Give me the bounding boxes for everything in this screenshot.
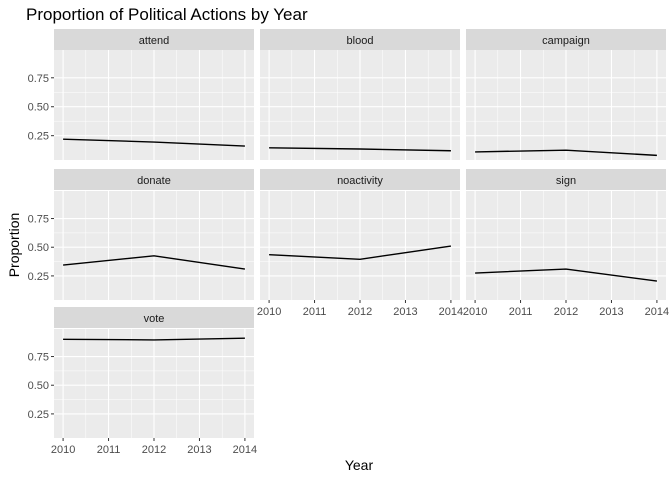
x-tick-label: 2013 xyxy=(393,306,417,318)
x-tick-label: 2014 xyxy=(645,306,669,318)
strip-background xyxy=(54,307,254,328)
y-tick-label: 0.25 xyxy=(28,409,49,421)
strip-label: noactivity xyxy=(337,175,383,187)
y-tick-label: 0.75 xyxy=(28,73,49,85)
x-tick-label: 2012 xyxy=(142,444,166,456)
strip-background xyxy=(466,169,666,190)
series-line-donate xyxy=(63,255,246,270)
strip-background xyxy=(54,29,254,50)
series-line-campaign xyxy=(475,149,657,157)
strip-background xyxy=(260,29,460,50)
x-tick-label: 2011 xyxy=(509,306,533,318)
x-axis-title: Year xyxy=(345,457,374,473)
facet-sign: sign 2010 2011 2012 2013 2014 xyxy=(463,169,669,318)
series-line-blood xyxy=(269,147,451,152)
strip-label: attend xyxy=(139,35,170,47)
facet-attend: attend 0.25 0.50 0.75 xyxy=(28,29,254,160)
series-line-noactivity xyxy=(269,245,452,260)
facet-campaign: campaign xyxy=(466,29,666,160)
series-line-vote xyxy=(63,337,245,341)
y-tick-label: 0.75 xyxy=(28,214,49,226)
x-tick-label: 2012 xyxy=(554,306,578,318)
facet-donate: donate 0.25 0.50 0.75 xyxy=(28,169,254,300)
x-tick-label: 2014 xyxy=(233,444,257,456)
series-line-sign xyxy=(475,268,658,282)
x-tick-label: 2010 xyxy=(463,306,487,318)
facet-noactivity: noactivity 2010 2011 2012 2013 2014 xyxy=(257,169,463,318)
x-tick-label: 2014 xyxy=(439,306,463,318)
facet-panels: attend 0.25 0.50 0.75 blood campaign donate 0.2… xyxy=(28,29,669,456)
y-tick-label: 0.50 xyxy=(28,242,49,254)
x-tick-label: 2010 xyxy=(51,444,75,456)
y-tick-label: 0.50 xyxy=(28,380,49,392)
x-tick-label: 2013 xyxy=(599,306,623,318)
x-tick-label: 2010 xyxy=(257,306,281,318)
y-tick-label: 0.50 xyxy=(28,102,49,114)
strip-label: vote xyxy=(144,313,165,325)
series-line-attend xyxy=(63,138,245,147)
x-tick-label: 2013 xyxy=(187,444,211,456)
y-tick-label: 0.25 xyxy=(28,131,49,143)
y-axis-title: Proportion xyxy=(6,213,22,278)
y-tick-label: 0.25 xyxy=(28,271,49,283)
strip-label: campaign xyxy=(542,35,590,47)
x-tick-label: 2011 xyxy=(303,306,327,318)
y-tick-label: 0.75 xyxy=(28,352,49,364)
strip-background xyxy=(260,169,460,190)
strip-background xyxy=(466,29,666,50)
facet-blood: blood xyxy=(260,29,460,160)
x-tick-label: 2011 xyxy=(97,444,121,456)
x-tick-label: 2012 xyxy=(348,306,372,318)
strip-label: sign xyxy=(556,175,576,187)
strip-background xyxy=(54,169,254,190)
chart-title: Proportion of Political Actions by Year xyxy=(26,5,308,24)
facet-vote: vote 0.25 0.50 0.75 2010 2011 2012 2013 2014 xyxy=(28,307,257,456)
strip-label: blood xyxy=(347,35,374,47)
strip-label: donate xyxy=(137,175,171,187)
